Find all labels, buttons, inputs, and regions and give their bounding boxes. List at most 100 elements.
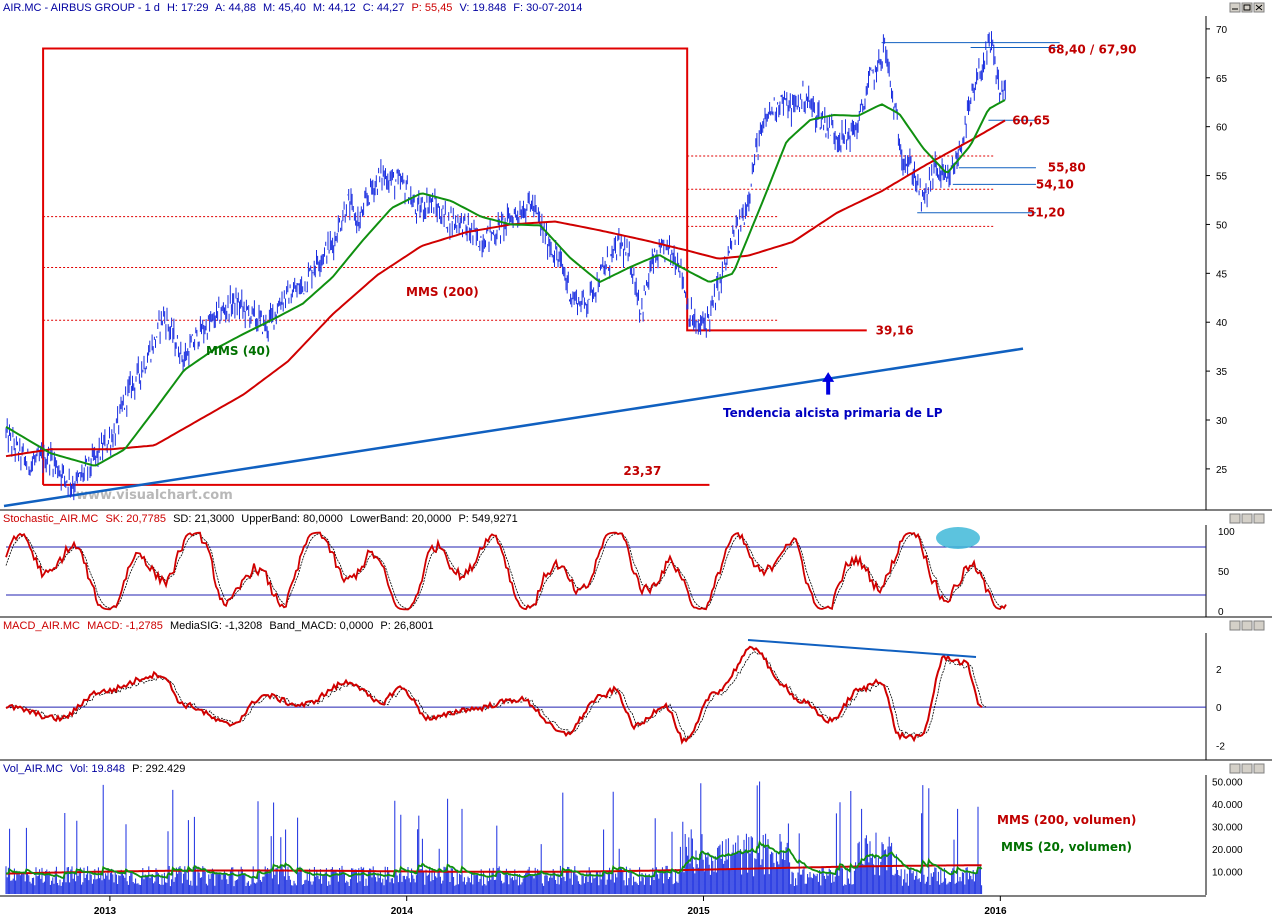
stochastic-header-name: Stochastic_AIR.MC [3,513,98,525]
macd-line [5,645,983,745]
stochastic-panel: Stochastic_AIR.MC SK: 20,7785 SD: 21,300… [0,513,1272,618]
macd-y-tick-label: 2 [1216,665,1222,676]
annotation-label: 55,80 [1048,161,1086,175]
price-header-p: P: 55,45 [411,2,452,14]
price-header-max: M: 45,40 [263,2,306,14]
watermark: www.visualchart.com [76,488,233,503]
annotation-label: 23,37 [623,464,661,478]
stochastic-y-tick-label: 0 [1218,607,1224,618]
arrow-up-icon [822,372,835,395]
volume-close-button[interactable] [1253,763,1265,774]
volume-y-tick-label: 10.000 [1212,868,1243,879]
volume-series-layer: 10.000 20.000 30.000 40.000 50.000 MMS (200, … [5,778,1243,894]
price-y-tick-label: 30 [1216,416,1228,427]
macd-header-macd: MACD: -1,2785 [87,620,163,632]
volume-header: Vol_AIR.MC Vol: 19.848 P: 292.429 [3,763,185,775]
volume-y-tick-label: 40.000 [1212,800,1243,811]
price-header: AIR.MC - AIRBUS GROUP - 1 d H: 17:29 A: … [3,2,582,14]
volume-minimize-button[interactable] [1229,763,1241,774]
stochastic-window-buttons[interactable] [1229,513,1265,524]
price-y-tick-label: 45 [1216,269,1228,280]
minimize-button[interactable] [1229,2,1241,13]
annotation-label: MMS (40) [206,344,270,358]
stochastic-close-button[interactable] [1253,513,1265,524]
annotation-label: Tendencia alcista primaria de LP [723,406,943,420]
price-y-tick-label: 70 [1216,25,1228,36]
x-tick-label: 2016 [984,906,1007,917]
price-header-symbol: AIR.MC - AIRBUS GROUP - 1 d [3,2,160,14]
x-tick-label: 2014 [391,906,414,917]
price-series-layer [5,31,1006,501]
macd-series-layer: -2 0 2 [5,639,1225,752]
price-y-tick-label: 55 [1216,172,1228,183]
annotation-label: MMS (200) [406,285,479,299]
price-annotations-lines [3,42,1060,508]
mms-40-line [5,99,1006,467]
volume-series-label: MMS (200, volumen) [997,813,1136,827]
macd-y-tick-label: 0 [1216,703,1222,714]
macd-header-band: Band_MACD: 0,0000 [269,620,373,632]
price-window-buttons[interactable] [1229,2,1265,13]
volume-header-p: P: 292.429 [132,763,185,775]
price-header-vol: V: 19.848 [460,2,507,14]
stochastic-header-lower: LowerBand: 20,0000 [350,513,452,525]
volume-mms-200-line [6,864,982,875]
annotation-label: 54,10 [1036,177,1074,191]
stochastic-maximize-button[interactable] [1241,513,1253,524]
x-axis: 2013 2014 2015 2016 [0,895,1272,917]
macd-window-buttons[interactable] [1229,620,1265,631]
volume-header-vol: Vol: 19.848 [70,763,125,775]
maximize-button[interactable] [1241,2,1253,13]
stochastic-y-tick-label: 50 [1218,567,1230,578]
stochastic-header-sd: SD: 21,3000 [173,513,234,525]
price-header-avg: A: 44,88 [215,2,256,14]
volume-y-tick-label: 50.000 [1212,778,1243,789]
price-header-min: M: 44,12 [313,2,356,14]
stochastic-header-sk: SK: 20,7785 [105,513,166,525]
annotation-label: 39,16 [876,323,914,337]
price-header-high: H: 17:29 [167,2,209,14]
macd-signal-line [9,651,987,741]
volume-header-name: Vol_AIR.MC [3,763,63,775]
mms-200-line [5,119,1006,458]
volume-maximize-button[interactable] [1241,763,1253,774]
x-tick-label: 2015 [688,906,711,917]
price-y-tick-label: 65 [1216,74,1228,85]
stochastic-sk-line [5,531,1007,611]
macd-divergence-line [747,639,977,658]
price-y-axis: 25 30 35 40 45 50 55 60 65 70 [1206,25,1228,476]
stochastic-minimize-button[interactable] [1229,513,1241,524]
macd-header-sig: MediaSIG: -1,3208 [170,620,262,632]
macd-close-button[interactable] [1253,620,1265,631]
volume-window-buttons[interactable] [1229,763,1265,774]
macd-header: MACD_AIR.MC MACD: -1,2785 MediaSIG: -1,3… [3,620,434,632]
price-header-date: F: 30-07-2014 [513,2,582,14]
stochastic-sd-line [5,532,1007,610]
price-annotation-labels: 68,40 / 67,90 60,65 55,80 54,10 51,20 39,16 23… [206,42,1136,477]
overbought-highlight [936,527,980,549]
price-y-tick-label: 40 [1216,318,1228,329]
price-header-close: C: 44,27 [363,2,405,14]
stochastic-header: Stochastic_AIR.MC SK: 20,7785 SD: 21,300… [3,513,518,525]
price-bars [5,31,1006,501]
macd-minimize-button[interactable] [1229,620,1241,631]
macd-header-p: P: 26,8001 [380,620,433,632]
annotation-label: 60,65 [1012,113,1050,127]
price-y-tick-label: 50 [1216,220,1228,231]
price-y-tick-label: 60 [1216,123,1228,134]
annotation-label: 51,20 [1027,206,1065,220]
x-tick-label: 2013 [94,906,117,917]
volume-y-tick-label: 30.000 [1212,823,1243,834]
close-icon [1255,4,1263,11]
macd-panel: MACD_AIR.MC MACD: -1,2785 MediaSIG: -1,3… [0,620,1272,761]
volume-y-tick-label: 20.000 [1212,845,1243,856]
annotation-label: 68,40 / 67,90 [1048,42,1137,56]
macd-y-tick-label: -2 [1216,741,1225,752]
stochastic-header-upper: UpperBand: 80,0000 [241,513,343,525]
price-panel: AIR.MC - AIRBUS GROUP - 1 d H: 17:29 A: … [0,0,1272,511]
support-resistance-frame [42,47,867,485]
macd-header-name: MACD_AIR.MC [3,620,80,632]
volume-panel: Vol_AIR.MC Vol: 19.848 P: 292.429 10.000… [3,763,1265,895]
macd-maximize-button[interactable] [1241,620,1253,631]
